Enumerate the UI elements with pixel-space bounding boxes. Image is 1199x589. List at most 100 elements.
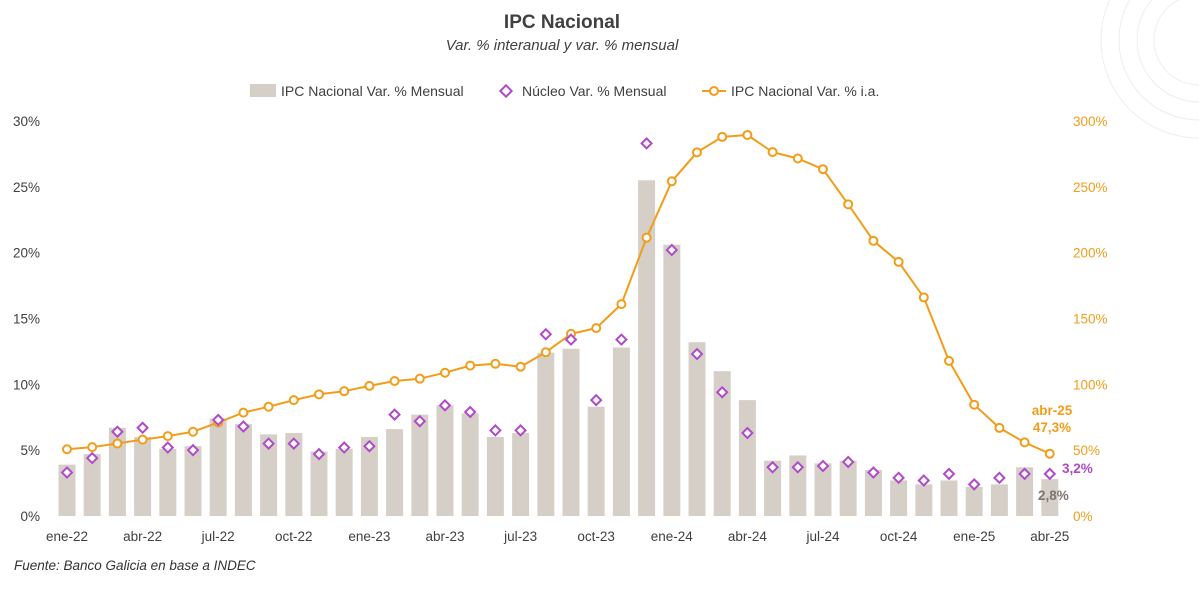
- ia-point: [792, 153, 803, 164]
- x-tick-label: jul-23: [503, 529, 537, 544]
- y-left-tick-label: 10%: [13, 377, 40, 392]
- ia-point: [515, 361, 526, 372]
- ia-point: [918, 292, 929, 303]
- y-right-tick-label: 50%: [1073, 443, 1100, 458]
- nucleo-point: [363, 439, 376, 453]
- legend-swatch-nucleo: [498, 83, 514, 99]
- nucleo-point: [262, 437, 275, 450]
- y-right-tick-label: 150%: [1073, 312, 1108, 327]
- x-tick-label: abr-22: [123, 529, 162, 544]
- nucleo-point: [237, 420, 250, 433]
- ia-point: [112, 438, 123, 449]
- x-tick-label: abr-25: [1030, 529, 1069, 544]
- x-tick-label: ene-24: [651, 529, 694, 544]
- bar: [990, 484, 1008, 516]
- bar: [940, 480, 958, 516]
- bar: [411, 414, 429, 516]
- x-tick-label: jul-24: [805, 529, 840, 544]
- decorative-circles: [1100, 0, 1199, 139]
- annotation-bar-value: 2,8%: [1038, 488, 1069, 503]
- legend-swatch-bars: [250, 84, 276, 97]
- nucleo-point: [1043, 467, 1057, 481]
- bar: [738, 400, 756, 516]
- bar: [184, 446, 202, 516]
- nucleo-point: [489, 424, 502, 437]
- nucleo-point: [841, 455, 855, 469]
- ia-point: [188, 426, 198, 437]
- ia-point: [818, 164, 828, 175]
- annotation-ia-value: 47,3%: [1033, 420, 1071, 435]
- bar: [234, 423, 252, 516]
- bar: [310, 451, 328, 516]
- bar: [159, 448, 177, 516]
- ia-point: [490, 358, 501, 369]
- nucleo-point: [993, 471, 1006, 485]
- ia-line-path: [66, 134, 1051, 455]
- bar: [713, 371, 731, 516]
- ia-point: [666, 176, 677, 187]
- nucleo-point: [816, 459, 830, 473]
- nucleo-point: [867, 466, 880, 479]
- y-left-tick-label: 20%: [13, 246, 40, 261]
- nucleo-point: [388, 408, 401, 421]
- bar: [436, 405, 454, 516]
- ia-point: [440, 367, 450, 378]
- ia-point: [288, 395, 299, 406]
- nucleo-point: [589, 393, 603, 407]
- nucleo-point: [111, 425, 124, 439]
- ia-point: [616, 299, 627, 310]
- bar: [461, 413, 479, 516]
- bar: [965, 487, 983, 516]
- ia-point: [742, 129, 753, 140]
- bar: [764, 460, 782, 516]
- nucleo-point: [564, 333, 578, 346]
- bar: [285, 433, 303, 516]
- bar: [864, 469, 882, 516]
- nucleo-point: [60, 466, 74, 479]
- x-tick-label: oct-24: [880, 529, 918, 544]
- legend: IPC Nacional Var. % Mensual Núcleo Var. …: [250, 83, 879, 99]
- ia-point: [944, 355, 954, 366]
- bar: [587, 406, 605, 516]
- bar: [58, 464, 76, 516]
- legend-label-nucleo: Núcleo Var. % Mensual: [522, 83, 666, 99]
- bar: [134, 437, 152, 516]
- nucleo-point: [312, 447, 326, 461]
- ia-point: [263, 401, 274, 412]
- nucleo-point: [1018, 467, 1031, 481]
- bar: [83, 454, 101, 516]
- ia-point: [994, 422, 1005, 433]
- bar: [1016, 467, 1034, 516]
- bar: [209, 418, 227, 516]
- ia-point: [767, 147, 778, 158]
- nucleo-point: [892, 471, 905, 485]
- y-axis-left: 0% 5% 10% 15% 20% 25% 30%: [13, 114, 40, 524]
- bar: [612, 347, 630, 516]
- x-tick-label: oct-23: [577, 529, 615, 544]
- y-axis-right: 0% 50% 100% 150% 200% 250% 300%: [1073, 114, 1108, 524]
- nucleo-point: [287, 437, 301, 450]
- ia-point: [238, 407, 249, 418]
- ia-point: [1044, 448, 1055, 459]
- y-right-tick-label: 250%: [1073, 180, 1108, 195]
- annotation-ia-month: abr-25: [1032, 403, 1073, 418]
- ia-point: [137, 434, 148, 445]
- nucleo-point: [161, 441, 175, 454]
- nucleo-series: [60, 137, 1057, 491]
- nucleo-point: [690, 347, 704, 361]
- bar: [360, 437, 378, 516]
- nucleo-point: [438, 399, 452, 412]
- ia-point: [843, 199, 854, 210]
- ia-point: [364, 380, 375, 391]
- x-tick-label: abr-24: [728, 529, 768, 544]
- ia-point: [540, 347, 551, 358]
- bar: [688, 342, 706, 516]
- nucleo-point: [413, 414, 427, 428]
- nucleo-point: [791, 460, 805, 474]
- ia-point: [641, 232, 652, 243]
- y-left-tick-label: 25%: [13, 180, 40, 195]
- x-axis: ene-22 abr-22 jul-22 oct-22 ene-23 abr-23 jul-…: [46, 529, 1069, 544]
- y-right-tick-label: 300%: [1073, 114, 1108, 129]
- bar: [1041, 479, 1059, 516]
- x-tick-label: ene-25: [953, 529, 995, 544]
